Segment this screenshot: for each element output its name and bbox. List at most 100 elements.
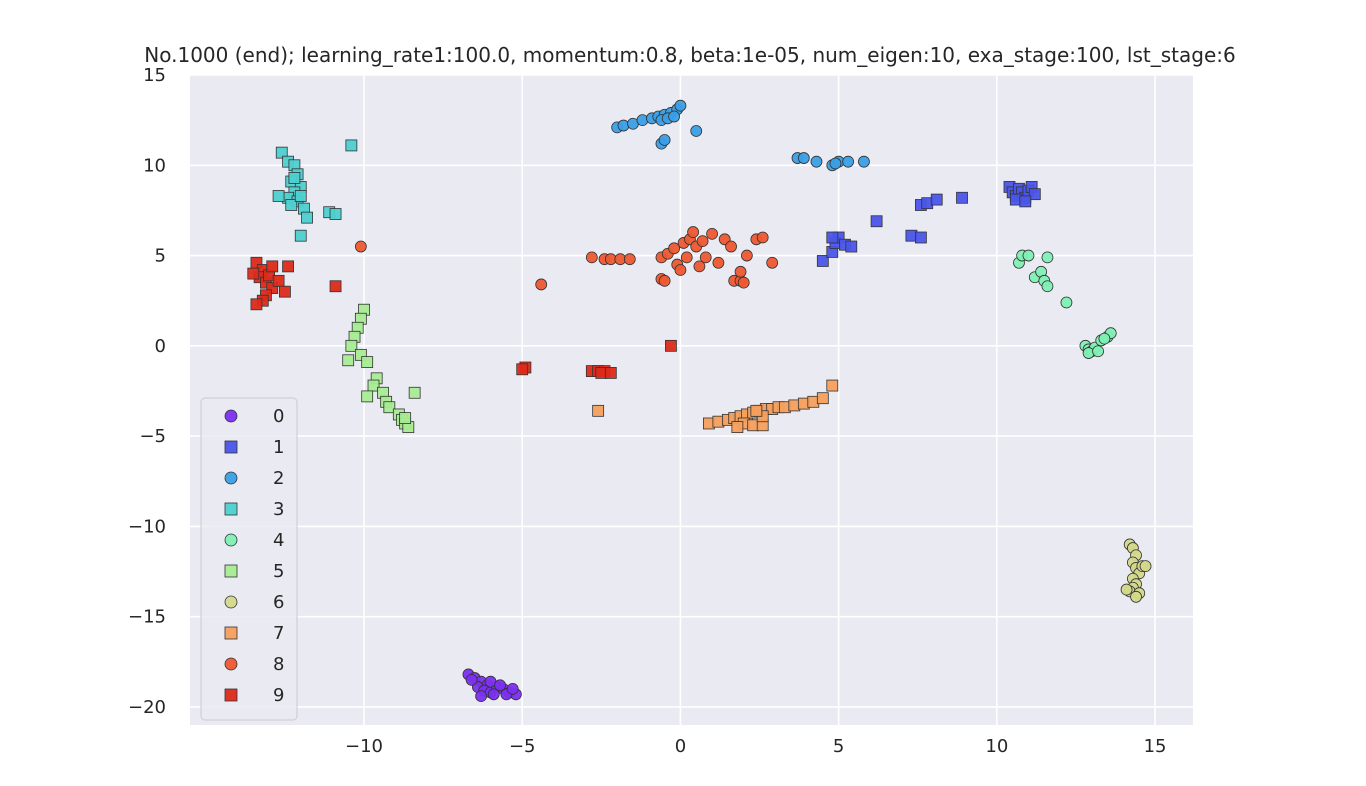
data-point (592, 404, 605, 417)
data-point (506, 682, 519, 695)
data-point (668, 110, 680, 123)
data-point (826, 379, 839, 392)
series-2 (611, 99, 870, 172)
series-8 (354, 226, 779, 291)
data-point (699, 251, 712, 264)
data-point (516, 363, 529, 376)
data-point (858, 155, 870, 168)
data-point (712, 256, 725, 269)
data-point (1082, 347, 1095, 359)
data-point (816, 255, 829, 267)
data-point (465, 673, 478, 686)
data-point (1130, 590, 1142, 603)
data-point (272, 190, 285, 202)
y-tick-label: 0 (155, 336, 166, 357)
y-tick-label: −10 (128, 516, 166, 537)
data-point (658, 134, 671, 146)
legend: 0 1 2 3 4 5 6 7 8 9 (200, 397, 298, 721)
data-point (247, 267, 260, 280)
grid (190, 74, 1193, 725)
series-3 (272, 139, 358, 242)
data-point (766, 256, 779, 269)
data-point (487, 688, 500, 701)
data-point (279, 285, 291, 298)
data-point (914, 231, 927, 244)
data-point (288, 172, 301, 184)
y-tick-label: −20 (128, 697, 166, 718)
legend-marker (224, 502, 238, 516)
legend-marker (224, 409, 238, 423)
data-point (956, 191, 968, 204)
legend-marker (224, 471, 238, 485)
data-point (740, 249, 753, 262)
data-point (756, 231, 769, 244)
legend-marker (224, 564, 238, 578)
legend-marker (224, 533, 238, 547)
data-point (693, 260, 706, 273)
plot-area (190, 75, 1193, 725)
y-tick-label: 10 (143, 155, 166, 176)
legend-label: 2 (273, 468, 284, 489)
data-point (737, 276, 750, 289)
data-point (810, 155, 823, 168)
data-point (399, 412, 412, 424)
legend-label: 1 (273, 437, 284, 458)
data-point (361, 356, 374, 368)
series-1 (816, 181, 1041, 267)
data-point (494, 679, 506, 692)
data-points (247, 99, 1152, 703)
data-point (1060, 296, 1073, 309)
x-tick-label: 15 (1144, 736, 1167, 757)
data-point (725, 240, 737, 253)
data-point (1120, 583, 1133, 596)
x-axis-ticks: −10 −5 0 5 10 15 (345, 736, 1166, 757)
data-point (636, 114, 649, 127)
data-point (690, 125, 703, 137)
data-point (1028, 188, 1041, 201)
data-point (367, 379, 380, 392)
series-0 (462, 668, 522, 703)
data-point (674, 264, 687, 276)
data-point (687, 226, 699, 238)
data-point (266, 282, 279, 294)
x-tick-label: 0 (675, 736, 686, 757)
legend-marker (224, 657, 238, 671)
data-point (1041, 251, 1054, 264)
chart-title: No.1000 (end); learning_rate1:100.0, mom… (144, 43, 1235, 67)
data-point (750, 404, 763, 417)
data-point (354, 348, 367, 361)
y-tick-label: −15 (128, 607, 166, 628)
data-point (408, 386, 421, 399)
data-point (354, 240, 367, 253)
data-point (1019, 195, 1032, 208)
data-point (345, 339, 358, 352)
data-point (706, 227, 718, 240)
legend-label: 9 (273, 685, 284, 706)
data-point (1092, 345, 1104, 358)
data-point (275, 146, 288, 159)
data-point (383, 401, 396, 414)
legend-label: 8 (273, 654, 284, 675)
series-9 (247, 256, 677, 379)
data-point (329, 280, 342, 293)
data-point (1098, 332, 1111, 345)
data-point (870, 215, 883, 228)
data-point (329, 208, 342, 220)
series-4 (1013, 249, 1117, 359)
data-point (1139, 560, 1152, 573)
series-6 (1120, 538, 1152, 603)
data-point (475, 690, 487, 703)
data-point (734, 265, 747, 278)
legend-label: 5 (273, 561, 284, 582)
data-point (342, 354, 355, 367)
data-point (930, 193, 943, 206)
data-point (731, 421, 744, 433)
y-tick-label: 15 (143, 65, 166, 86)
data-point (272, 274, 285, 287)
y-axis-ticks: 15 10 5 0 −5 −10 −15 −20 (128, 65, 166, 718)
data-point (797, 152, 810, 164)
legend-marker (224, 626, 238, 640)
data-point (617, 119, 630, 132)
legend-marker (224, 688, 238, 702)
